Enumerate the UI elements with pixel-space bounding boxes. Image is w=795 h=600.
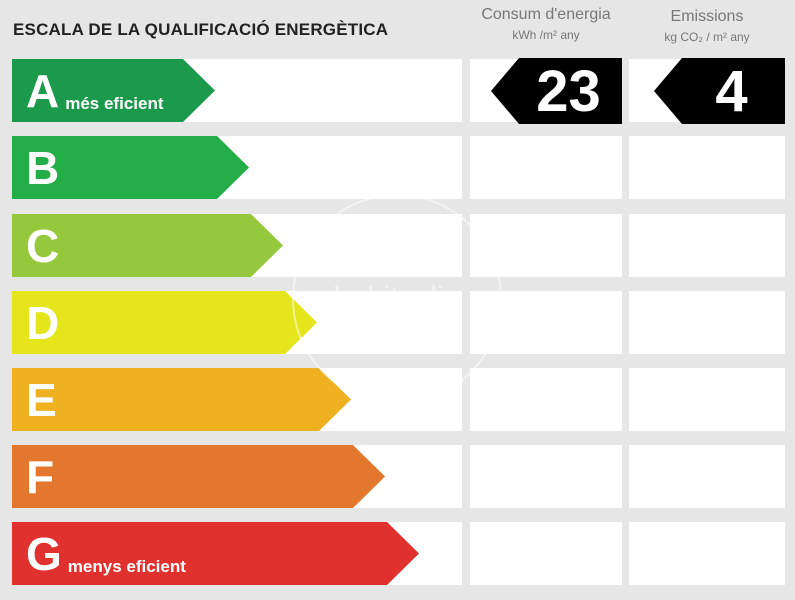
consumption-cell-g <box>470 522 622 585</box>
emissions-title: Emissions <box>670 8 744 25</box>
emissions-cell-c <box>629 214 785 277</box>
consumption-title: Consum d'energia <box>481 6 611 23</box>
scale-title: ESCALA DE LA QUALIFICACIÓ ENERGÈTICA <box>13 20 389 39</box>
emissions-cell-e <box>629 368 785 431</box>
rating-letter-e: E <box>26 373 57 426</box>
rating-arrow-g: G menys eficient <box>12 522 419 585</box>
emissions-cell-f <box>629 445 785 508</box>
consumption-column-header: Consum d'energia kWh /m² any <box>470 6 622 42</box>
rating-arrow-c: C <box>12 214 283 277</box>
consumption-unit: kWh /m² any <box>512 28 580 42</box>
emissions-column-header: Emissions kg CO₂ / m² any <box>629 8 785 44</box>
consumption-value-badge: 23 <box>491 58 622 124</box>
emissions-cell-b <box>629 136 785 199</box>
emissions-cell-d <box>629 291 785 354</box>
emissions-unit: kg CO₂ / m² any <box>664 30 750 44</box>
consumption-cell-c <box>470 214 622 277</box>
consumption-cell-b <box>470 136 622 199</box>
rating-letter-g: G <box>26 527 62 580</box>
rating-letter-a: A <box>26 64 60 117</box>
rating-arrow-a: A més eficient <box>12 59 215 122</box>
consumption-cell-d <box>470 291 622 354</box>
emissions-value: 4 <box>715 58 748 124</box>
consumption-cell-f <box>470 445 622 508</box>
rating-arrow-e: E <box>12 368 351 431</box>
consumption-cell-e <box>470 368 622 431</box>
emissions-value-badge: 4 <box>654 58 785 124</box>
rating-label-least-efficient: menys eficient <box>67 557 186 576</box>
rating-letter-d: D <box>26 296 60 349</box>
rating-letter-b: B <box>26 141 60 194</box>
consumption-value: 23 <box>536 58 601 124</box>
rating-arrow-f: F <box>12 445 385 508</box>
rating-label-most-efficient: més eficient <box>65 94 164 113</box>
rating-arrow-b: B <box>12 136 249 199</box>
rating-letter-c: C <box>26 219 60 272</box>
rating-letter-f: F <box>26 450 55 503</box>
rating-arrow-d: D <box>12 291 317 354</box>
emissions-cell-g <box>629 522 785 585</box>
